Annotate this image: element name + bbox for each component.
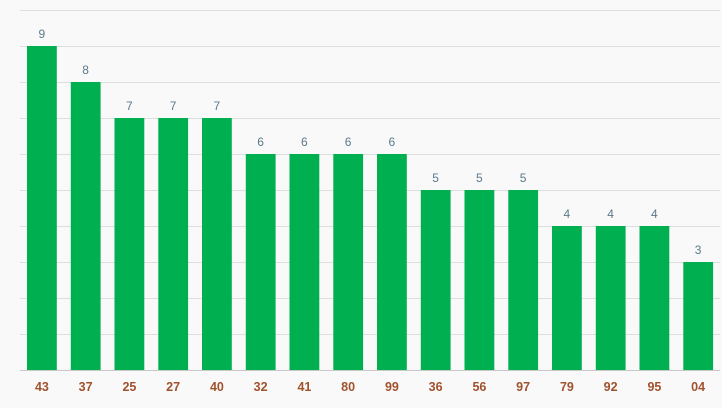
bar-37: [70, 82, 101, 370]
value-label-32: 6: [257, 135, 264, 149]
bar-36: [420, 190, 451, 370]
category-label-41: 41: [297, 380, 311, 394]
bars: [27, 46, 714, 370]
category-label-27: 27: [166, 380, 180, 394]
value-label-40: 7: [214, 99, 221, 113]
bar-40: [202, 118, 232, 370]
category-label-40: 40: [210, 380, 224, 394]
value-label-41: 6: [301, 135, 308, 149]
value-labels: 9 8 7 7 7 6 6 6 6 5 5 5 4 4 4 3: [39, 27, 702, 257]
value-label-79: 4: [564, 207, 571, 221]
value-label-97: 5: [520, 171, 527, 185]
category-label-37: 37: [79, 380, 93, 394]
value-label-37: 8: [82, 63, 89, 77]
bar-79: [552, 226, 582, 370]
value-label-92: 4: [607, 207, 614, 221]
value-label-27: 7: [170, 99, 177, 113]
category-label-56: 56: [472, 380, 486, 394]
category-label-92: 92: [604, 380, 618, 394]
value-label-80: 6: [345, 135, 352, 149]
category-label-43: 43: [35, 380, 49, 394]
bar-41: [289, 154, 320, 370]
value-label-99: 6: [389, 135, 396, 149]
bar-43: [27, 46, 57, 370]
category-labels: 43 37 25 27 40 32 41 80 99 36 56 97 79 92 95 04: [35, 380, 705, 394]
bar-25: [114, 118, 145, 370]
bar-95: [639, 226, 670, 370]
value-label-56: 5: [476, 171, 483, 185]
category-label-79: 79: [560, 380, 574, 394]
category-label-25: 25: [122, 380, 136, 394]
bar-92: [595, 226, 626, 370]
bar-56: [464, 190, 495, 370]
value-label-25: 7: [126, 99, 133, 113]
category-label-80: 80: [341, 380, 355, 394]
category-label-97: 97: [516, 380, 530, 394]
value-label-04: 3: [695, 243, 702, 257]
value-label-43: 9: [39, 27, 46, 41]
bar-04: [683, 262, 714, 370]
value-label-36: 5: [432, 171, 439, 185]
category-label-04: 04: [691, 380, 705, 394]
category-label-95: 95: [647, 380, 661, 394]
bar-99: [377, 154, 407, 370]
bar-27: [158, 118, 189, 370]
bar-97: [508, 190, 539, 370]
bar-80: [333, 154, 364, 370]
category-label-32: 32: [254, 380, 268, 394]
bar-32: [245, 154, 276, 370]
category-label-99: 99: [385, 380, 399, 394]
value-label-95: 4: [651, 207, 658, 221]
category-label-36: 36: [429, 380, 443, 394]
